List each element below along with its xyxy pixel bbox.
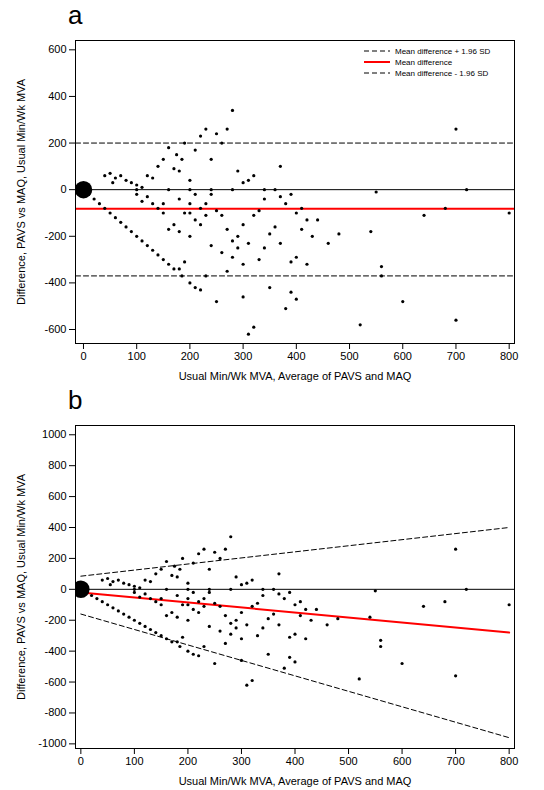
svg-text:-600: -600 bbox=[44, 676, 66, 688]
svg-text:600: 600 bbox=[48, 490, 66, 502]
svg-text:800: 800 bbox=[500, 755, 518, 767]
html-text:b: b bbox=[68, 385, 83, 415]
svg-text:-400: -400 bbox=[44, 645, 66, 657]
svg-text:400: 400 bbox=[287, 350, 305, 362]
svg-text:400: 400 bbox=[48, 90, 66, 102]
svg-text:700: 700 bbox=[446, 755, 464, 767]
svg-text:-1000: -1000 bbox=[38, 737, 66, 749]
svg-text:600: 600 bbox=[393, 755, 411, 767]
svg-text:1000: 1000 bbox=[42, 428, 66, 440]
svg-text:500: 500 bbox=[339, 755, 357, 767]
svg-text:100: 100 bbox=[125, 755, 143, 767]
html-text:a: a bbox=[68, 0, 83, 30]
svg-text:0: 0 bbox=[60, 183, 66, 195]
svg-text:200: 200 bbox=[179, 755, 197, 767]
svg-text:300: 300 bbox=[232, 755, 250, 767]
svg-text:300: 300 bbox=[234, 350, 252, 362]
svg-text:0: 0 bbox=[80, 350, 86, 362]
svg-text:200: 200 bbox=[48, 137, 66, 149]
svg-text:Mean difference + 1.96 SD: Mean difference + 1.96 SD bbox=[395, 47, 490, 56]
svg-text:200: 200 bbox=[181, 350, 199, 362]
svg-text:0: 0 bbox=[60, 583, 66, 595]
svg-text:Usual Min/Wk MVA, Average of P: Usual Min/Wk MVA, Average of PAVS and MA… bbox=[179, 775, 412, 787]
svg-text:600: 600 bbox=[394, 350, 412, 362]
svg-text:200: 200 bbox=[48, 552, 66, 564]
svg-text:-200: -200 bbox=[44, 230, 66, 242]
svg-text:-800: -800 bbox=[44, 706, 66, 718]
svg-text:Mean difference: Mean difference bbox=[395, 58, 453, 67]
svg-text:-200: -200 bbox=[44, 614, 66, 626]
svg-text:800: 800 bbox=[500, 350, 518, 362]
svg-text:Mean difference - 1.96 SD: Mean difference - 1.96 SD bbox=[395, 69, 488, 78]
svg-text:500: 500 bbox=[340, 350, 358, 362]
svg-text:-400: -400 bbox=[44, 276, 66, 288]
svg-text:0: 0 bbox=[78, 755, 84, 767]
svg-text:700: 700 bbox=[447, 350, 465, 362]
svg-text:Difference, PAVS vs MAQ, Usual: Difference, PAVS vs MAQ, Usual Min/Wk MV… bbox=[15, 78, 27, 305]
svg-text:100: 100 bbox=[128, 350, 146, 362]
svg-text:-600: -600 bbox=[44, 323, 66, 335]
svg-text:600: 600 bbox=[48, 43, 66, 55]
svg-text:Difference, PAVS vs MAQ, Usual: Difference, PAVS vs MAQ, Usual Min/Wk MV… bbox=[15, 473, 27, 700]
svg-text:400: 400 bbox=[286, 755, 304, 767]
svg-text:Usual Min/Wk MVA, Average of P: Usual Min/Wk MVA, Average of PAVS and MA… bbox=[179, 370, 412, 382]
svg-text:800: 800 bbox=[48, 459, 66, 471]
svg-text:400: 400 bbox=[48, 521, 66, 533]
